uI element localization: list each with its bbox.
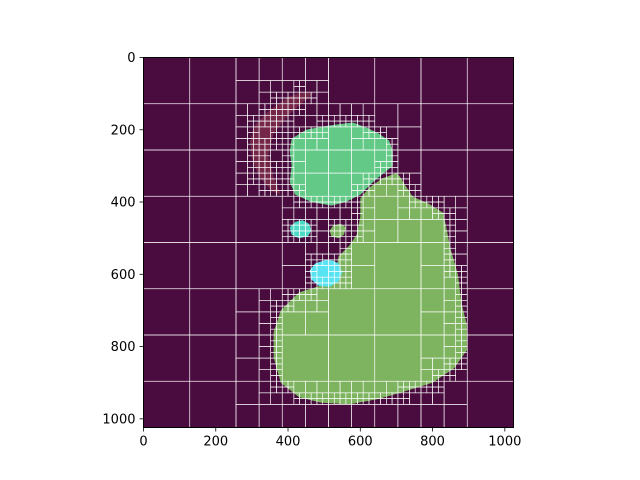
x-tick-label: 200	[203, 435, 228, 450]
x-tick-label: 400	[276, 435, 301, 450]
quadtree-cell	[466, 380, 514, 428]
x-tick-label: 800	[420, 435, 445, 450]
plot-area	[143, 57, 514, 428]
region-small-teal	[289, 220, 312, 239]
y-axis: 0 200 400 600 800 1000	[102, 51, 144, 427]
x-tick-label: 600	[348, 435, 373, 450]
y-tick-label: 400	[111, 196, 136, 211]
y-tick-label: 1000	[102, 412, 135, 427]
y-tick-label: 200	[111, 123, 136, 138]
region-dark-red	[250, 91, 314, 195]
plot-frame	[143, 57, 514, 428]
x-tick-label: 1000	[488, 435, 521, 450]
y-tick-label: 600	[111, 268, 136, 283]
y-tick-label: 800	[111, 340, 136, 355]
x-axis: 0 200 400 600 800 1000	[139, 427, 521, 450]
y-tick-label: 0	[127, 51, 135, 66]
quadtree-grid	[143, 57, 514, 428]
x-tick-label: 0	[139, 435, 147, 450]
